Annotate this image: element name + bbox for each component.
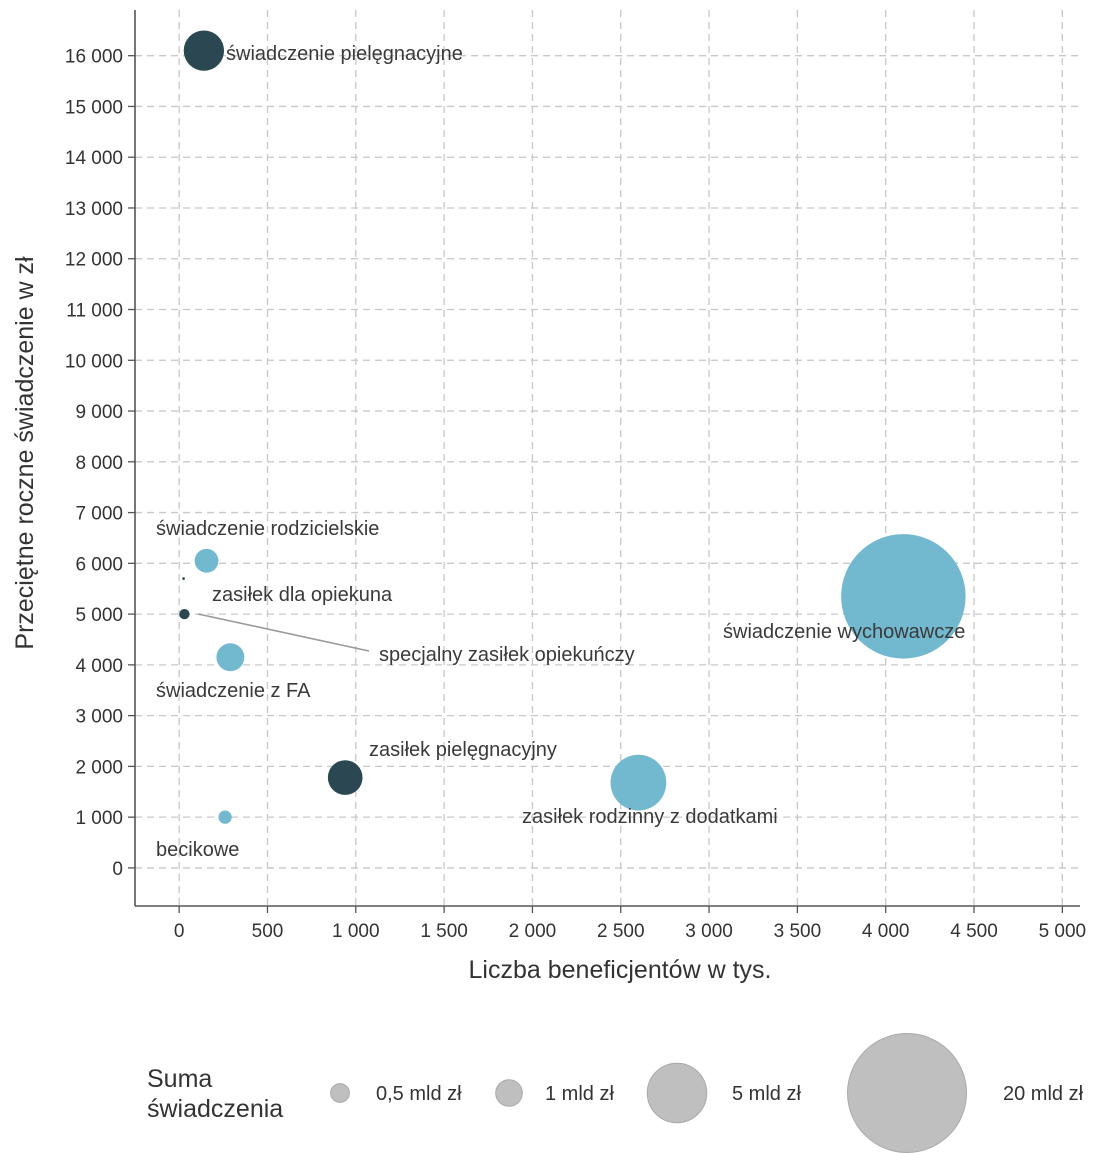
y-tick-label: 8 000 bbox=[75, 453, 123, 474]
point-labels: świadczenie pielęgnacyjne świadczenie rod… bbox=[156, 43, 965, 861]
point-swiadczenie-z-fa bbox=[216, 643, 245, 672]
y-axis-title: Przeciętne roczne świadczenie w zł bbox=[11, 256, 39, 650]
legend-label-20-mld-zl: 20 mld zł bbox=[1003, 1083, 1084, 1105]
y-tick-label: 5 000 bbox=[75, 605, 123, 626]
legend-title-line-1: Suma bbox=[147, 1065, 212, 1093]
data-points bbox=[179, 30, 966, 824]
point-specjalny-zasilek-opiekunczy bbox=[182, 577, 185, 580]
legend-title-line-2: świadczenia bbox=[147, 1095, 283, 1123]
legend-label-5-mld-zl: 5 mld zł bbox=[732, 1083, 801, 1105]
legend-circle-5-mld-zl bbox=[646, 1062, 708, 1124]
y-tick-label: 7 000 bbox=[75, 504, 123, 525]
label-swiadczenie-z-fa: świadczenie z FA bbox=[156, 680, 311, 702]
x-tick-label: 3 000 bbox=[685, 921, 733, 942]
label-leader-lines bbox=[197, 613, 370, 652]
x-tick-label: 2 000 bbox=[509, 921, 557, 942]
legend-circle-0-5-mld-zl bbox=[330, 1083, 350, 1103]
y-tick-label: 11 000 bbox=[66, 301, 123, 322]
point-swiadczenie-pielegnacyjne bbox=[183, 30, 225, 71]
point-swiadczenie-wychowawcze bbox=[841, 534, 966, 659]
size-legend: Suma świadczenia 0,5 mld zł 1 mld zł 5 mld… bbox=[147, 1033, 1084, 1153]
y-tick-label: 13 000 bbox=[65, 199, 123, 220]
label-zasilek-rodzinny-z-dodatkami: zasiłek rodzinny z dodatkami bbox=[522, 806, 778, 828]
y-tick-label: 0 bbox=[112, 859, 123, 880]
y-tick-label: 15 000 bbox=[65, 97, 123, 118]
x-axis-title: Liczba beneficjentów w tys. bbox=[469, 956, 772, 984]
x-tick-label: 0 bbox=[174, 921, 185, 942]
point-zasilek-rodzinny-z-dodatkami bbox=[610, 754, 667, 811]
legend-label-1-mld-zl: 1 mld zł bbox=[545, 1083, 614, 1105]
label-zasilek-dla-opiekuna: zasiłek dla opiekuna bbox=[212, 584, 393, 606]
x-tick-label: 1 500 bbox=[420, 921, 468, 942]
x-tick-label: 4 500 bbox=[950, 921, 998, 942]
leader-line-specjalny-zasilek-opiekunczy bbox=[197, 613, 370, 652]
grid-lines bbox=[135, 10, 1080, 906]
legend-label-0-5-mld-zl: 0,5 mld zł bbox=[376, 1083, 462, 1105]
y-tick-label: 6 000 bbox=[75, 554, 123, 575]
legend-circle-1-mld-zl bbox=[495, 1079, 523, 1107]
y-tick-label: 12 000 bbox=[65, 250, 123, 271]
x-tick-label: 3 500 bbox=[774, 921, 822, 942]
label-swiadczenie-rodzicielskie: świadczenie rodzicielskie bbox=[156, 518, 379, 540]
legend-circle-20-mld-zl bbox=[847, 1033, 967, 1153]
y-tick-label: 3 000 bbox=[75, 707, 123, 728]
y-tick-label: 2 000 bbox=[75, 757, 123, 778]
x-tick-label: 2 500 bbox=[597, 921, 645, 942]
y-tick-label: 1 000 bbox=[75, 808, 123, 829]
y-tick-label: 16 000 bbox=[65, 47, 123, 68]
label-becikowe: becikowe bbox=[156, 839, 239, 861]
axes: 0 500 1 000 1 500 2 000 2 500 3 000 3 500 4 000 4… bbox=[65, 10, 1086, 942]
y-tick-label: 14 000 bbox=[65, 148, 123, 169]
y-tick-label: 4 000 bbox=[75, 656, 123, 677]
x-tick-label: 4 000 bbox=[862, 921, 910, 942]
x-tick-label: 5 000 bbox=[1039, 921, 1087, 942]
point-becikowe bbox=[218, 810, 232, 824]
label-swiadczenie-wychowawcze: świadczenie wychowawcze bbox=[723, 621, 965, 643]
label-swiadczenie-pielegnacyjne: świadczenie pielęgnacyjne bbox=[226, 43, 463, 65]
y-tick-label: 10 000 bbox=[65, 351, 123, 372]
x-tick-label: 1 000 bbox=[332, 921, 380, 942]
point-zasilek-dla-opiekuna bbox=[179, 608, 190, 620]
point-swiadczenie-rodzicielskie bbox=[194, 548, 219, 573]
point-zasilek-pielegnacyjny bbox=[327, 760, 363, 795]
x-tick-label: 500 bbox=[252, 921, 284, 942]
label-zasilek-pielegnacyjny: zasiłek pielęgnacyjny bbox=[369, 739, 557, 761]
label-specjalny-zasilek-opiekunczy: specjalny zasiłek opiekuńczy bbox=[379, 644, 635, 666]
y-tick-label: 9 000 bbox=[75, 402, 123, 423]
